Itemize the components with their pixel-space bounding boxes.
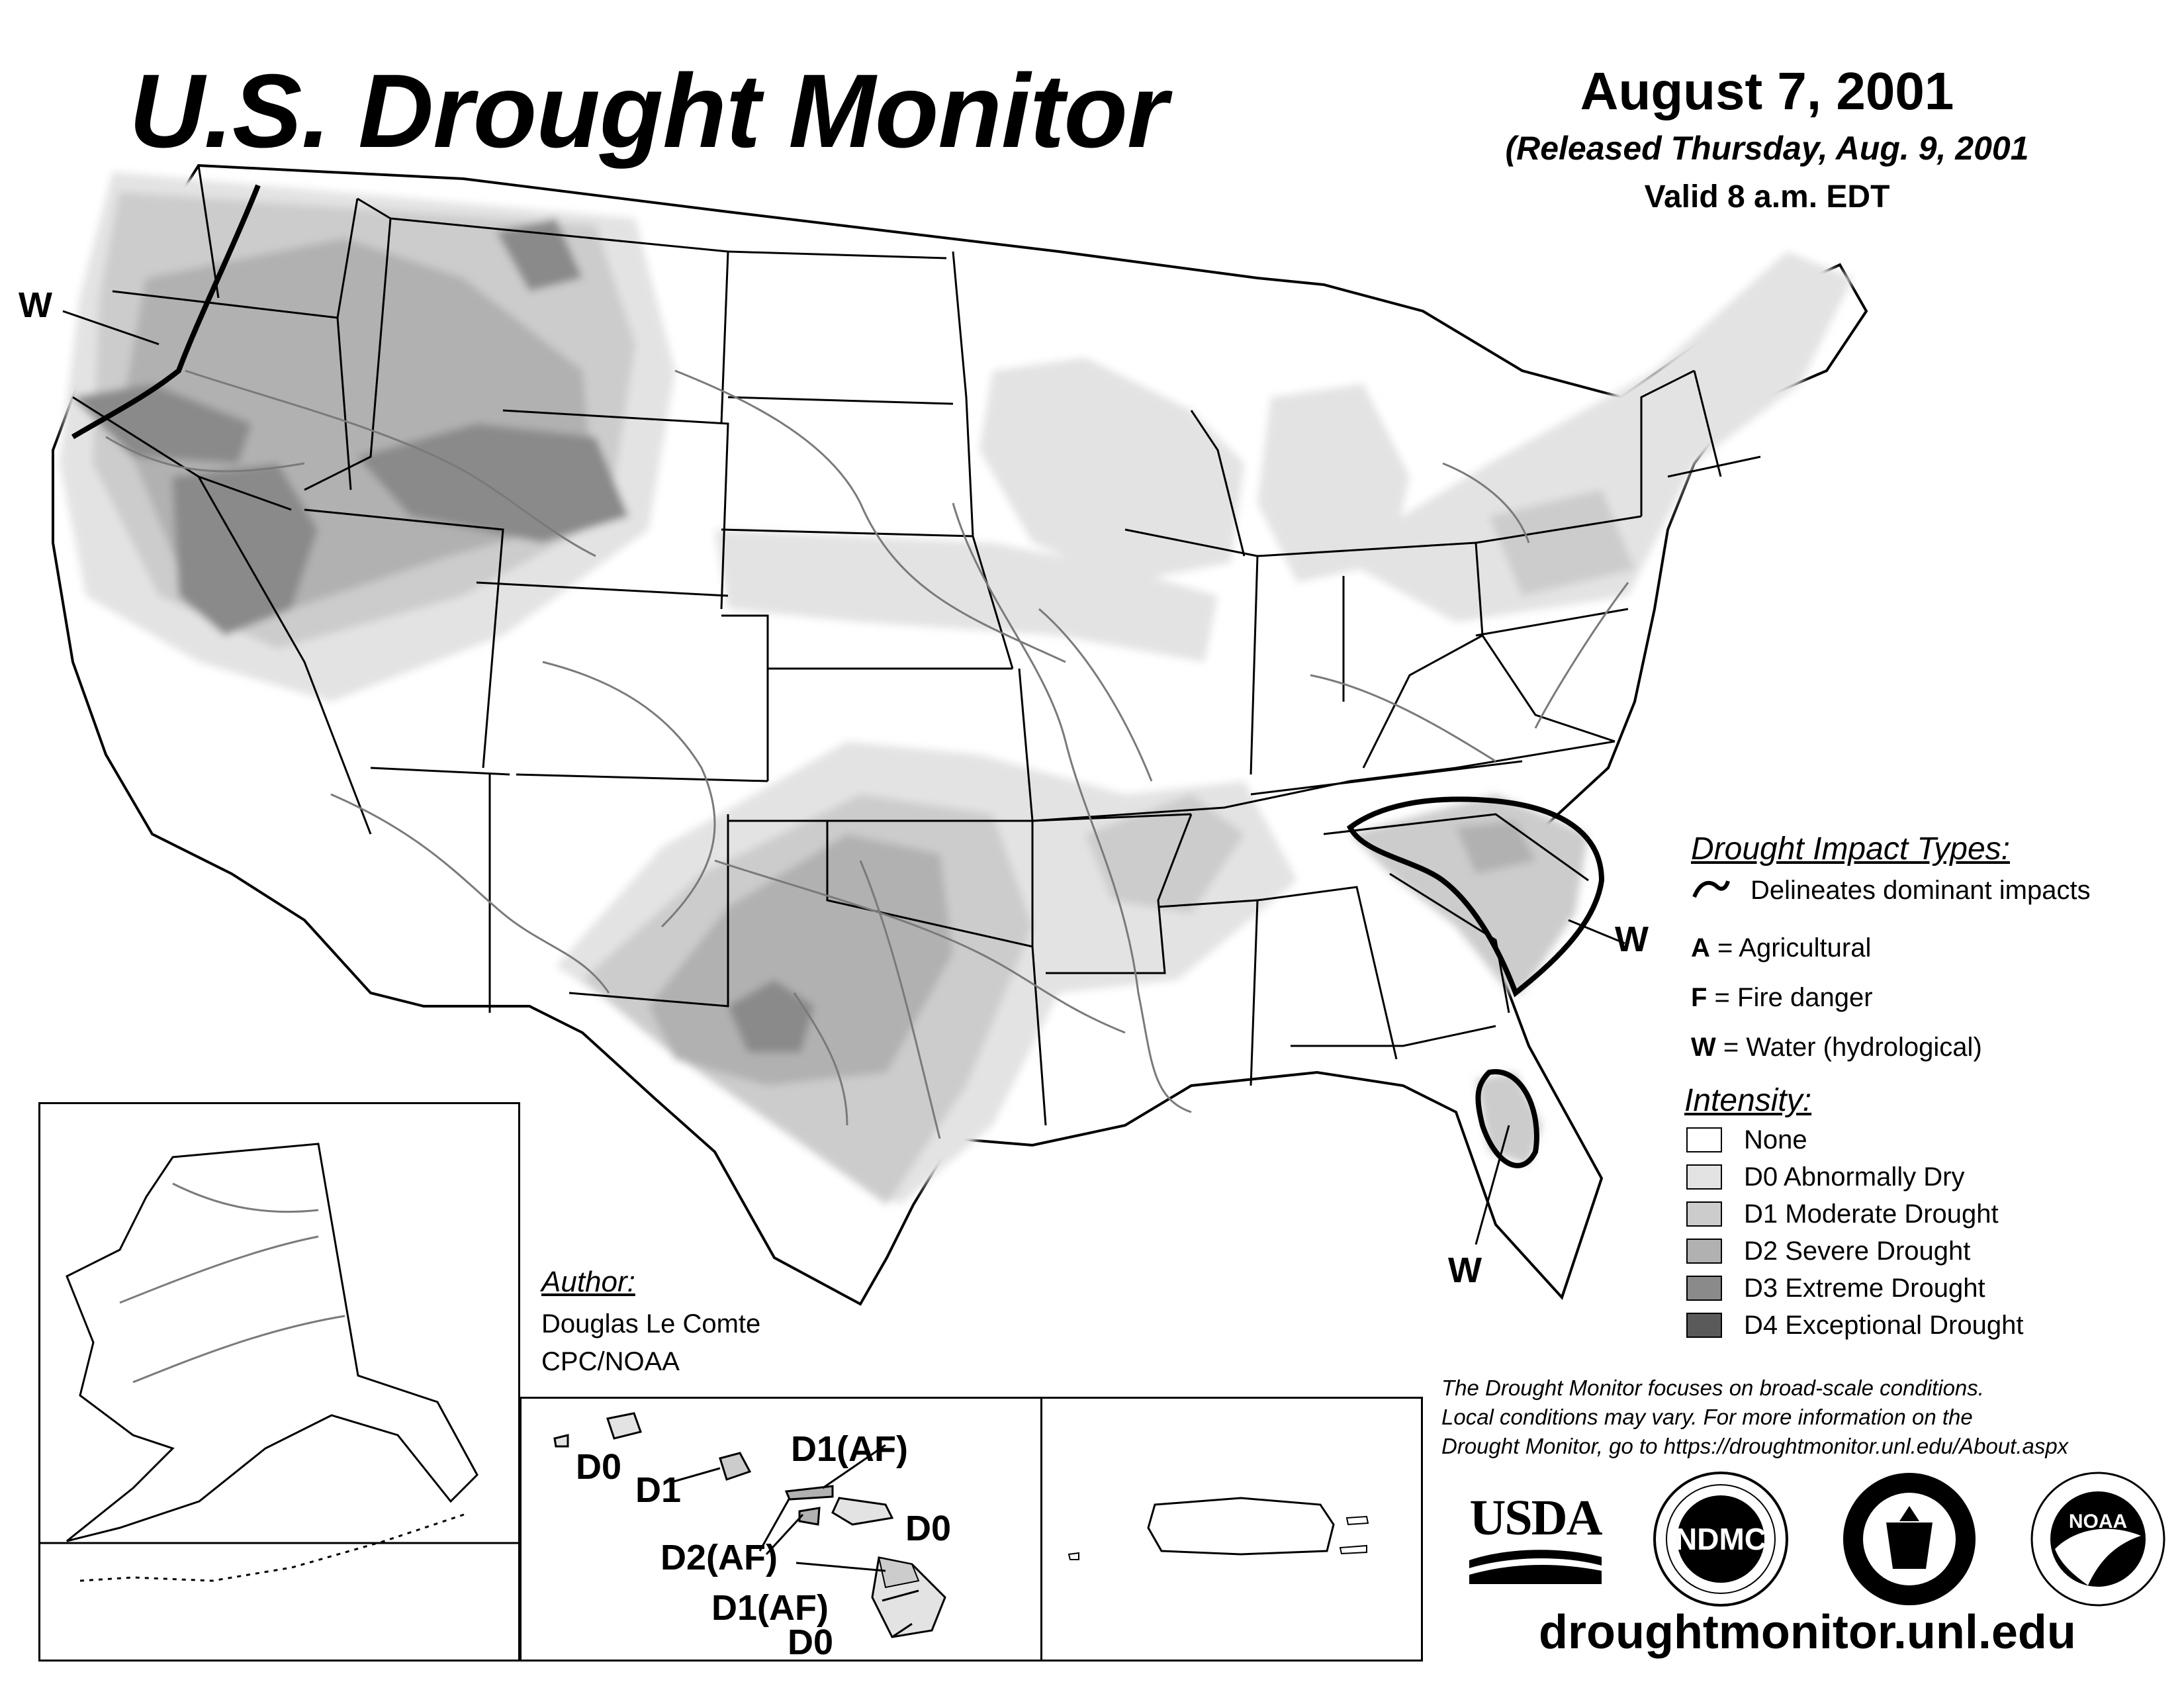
area-d3-montana (496, 218, 582, 291)
area-d0-midwest (979, 357, 1244, 583)
intensity-d3: D3 Extreme Drought (1744, 1274, 1985, 1303)
area-d0-northeast (1337, 252, 1853, 622)
ndmc-logo-text: NDMC (1675, 1522, 1766, 1556)
alaska-map (40, 1143, 518, 1582)
state-borders (72, 165, 1761, 1126)
intensity-d2: D2 Severe Drought (1744, 1237, 1971, 1266)
intensity-d4: D4 Exceptional Drought (1744, 1311, 2024, 1340)
hawaii-label-d2af: D2(AF) (660, 1538, 778, 1577)
intensity-heading: Intensity: (1684, 1083, 1812, 1118)
pointer-lines (62, 310, 1625, 1245)
hawaii-label-d0-bigisland: D0 (788, 1622, 834, 1662)
w-label-florida: W (1448, 1250, 1482, 1290)
map-date: August 7, 2001 (1580, 62, 1954, 120)
w-label-northwest: W (19, 285, 52, 325)
area-d0-michigan (1257, 384, 1410, 583)
impact-types-heading: Drought Impact Types: (1691, 831, 2010, 867)
area-d1-northeast (1489, 490, 1635, 596)
impact-agricultural: A = Agricultural (1691, 933, 1871, 963)
area-d3-oregon (73, 384, 251, 463)
intensity-d0: D0 Abnormally Dry (1744, 1162, 1965, 1192)
impact-text-w: = Water (hydrological) (1715, 1033, 1982, 1062)
note-line-1: The Drought Monitor focuses on broad-sca… (1441, 1376, 1984, 1400)
impact-text-a: = Agricultural (1709, 933, 1872, 962)
author-heading: Author: (541, 1266, 635, 1298)
swatch-none (1686, 1127, 1722, 1152)
noaa-logo: NOAA (2028, 1470, 2167, 1609)
note-line-3: Drought Monitor, go to https://droughtmo… (1441, 1434, 2069, 1458)
impact-code-f: F (1691, 983, 1707, 1012)
usda-waves-icon (1469, 1550, 1602, 1584)
impact-code-a: A (1691, 933, 1710, 962)
ndmc-logo: NDMC (1651, 1470, 1790, 1609)
hawaii-label-d0-maui: D0 (905, 1509, 952, 1548)
area-d2-texas (649, 834, 953, 1086)
w-label-southeast: W (1615, 919, 1649, 959)
author-org: CPC/NOAA (541, 1347, 680, 1376)
note-line-2: Local conditions may vary. For more info… (1441, 1405, 1973, 1429)
commerce-seal-icon (1843, 1473, 1976, 1605)
author-name: Douglas Le Comte (541, 1309, 761, 1338)
hawaii-label-d1-oahu: D1 (635, 1470, 682, 1510)
hawaii-label-d1af-molokai: D1(AF) (791, 1429, 908, 1469)
ndmc-seal-icon (1653, 1472, 1788, 1607)
swatch-d1 (1686, 1201, 1722, 1227)
release-date: (Released Thursday, Aug. 9, 2001 (1505, 130, 2029, 167)
impact-code-w: W (1691, 1033, 1716, 1062)
impact-fire: F = Fire danger (1691, 983, 1873, 1013)
swatch-d0 (1686, 1164, 1722, 1190)
impact-boundaries (71, 184, 1605, 1168)
hawaii-label-d0-kauai: D0 (576, 1447, 622, 1487)
usda-logo: USDA (1463, 1489, 1608, 1589)
alaska-inset (38, 1102, 520, 1662)
commerce-logo (1840, 1470, 1979, 1609)
delineates-text: Delineates dominant impacts (1751, 876, 2091, 905)
map-title: U.S. Drought Monitor (129, 53, 1167, 169)
hawaii-label-d1af-bigisland: D1(AF) (711, 1588, 829, 1628)
area-d3-texas (728, 980, 814, 1053)
noaa-seal-icon (2030, 1472, 2165, 1607)
hawaii-map (553, 1412, 946, 1638)
puerto-rico-map (1068, 1497, 1369, 1560)
area-d2-carolina (1456, 821, 1535, 874)
rivers (105, 369, 1629, 1139)
area-d1-southeast (1350, 794, 1588, 993)
intensity-none: None (1744, 1125, 1807, 1154)
usda-logo-text: USDA (1469, 1490, 1603, 1546)
impact-line-icon (1692, 880, 1730, 898)
website-url[interactable]: droughtmonitor.unl.edu (1539, 1606, 2076, 1659)
noaa-logo-text: NOAA (2068, 1511, 2128, 1532)
area-d3-idaho (357, 424, 629, 543)
intensity-d1: D1 Moderate Drought (1744, 1199, 1999, 1229)
drought-shading (60, 172, 1853, 1205)
swatch-d4 (1686, 1313, 1722, 1338)
impact-text-f: = Fire danger (1707, 983, 1873, 1012)
swatch-d2 (1686, 1239, 1722, 1264)
valid-time: Valid 8 a.m. EDT (1644, 179, 1890, 214)
impact-water: W = Water (hydrological) (1691, 1033, 1982, 1062)
swatch-d3 (1686, 1276, 1722, 1301)
puerto-rico-inset (1040, 1397, 1423, 1662)
info-note: The Drought Monitor focuses on broad-sca… (1441, 1374, 2068, 1461)
area-d1-arkansas (1085, 794, 1244, 914)
